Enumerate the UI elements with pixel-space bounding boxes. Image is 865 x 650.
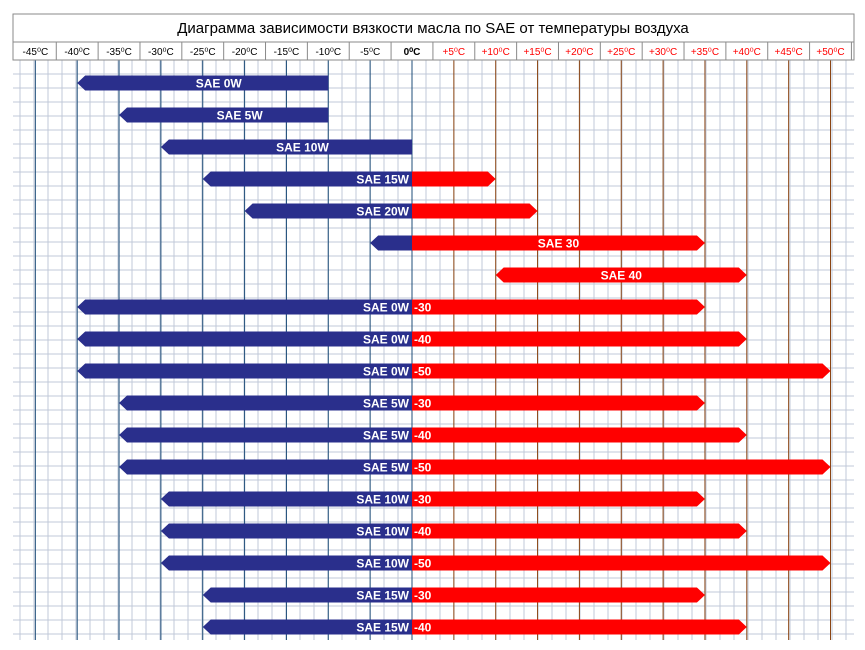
bar-hot-label: -40: [414, 429, 432, 443]
bar-grade-label: SAE 0W: [363, 365, 410, 379]
hot-range-segment: [412, 556, 831, 571]
x-tick-label: 0⁰C: [404, 47, 421, 58]
bar-grade-label: SAE 10W: [356, 557, 409, 571]
x-tick-label: +20⁰C: [565, 47, 593, 58]
hot-range-segment: [412, 364, 831, 379]
bar-hot-label: -40: [414, 333, 432, 347]
hot-range-segment: [412, 172, 496, 187]
bar-grade-label: SAE 30: [538, 237, 580, 251]
bar-grade-label: SAE 20W: [356, 205, 409, 219]
chart-title: Диаграмма зависимости вязкости масла по …: [177, 20, 689, 37]
bar-grade-label: SAE 0W: [363, 301, 410, 315]
bar-hot-label: -30: [414, 589, 432, 603]
x-tick-label: +50⁰C: [816, 47, 844, 58]
bar-grade-label: SAE 5W: [363, 461, 410, 475]
cold-range-segment: [77, 332, 412, 347]
bar-grade-label: SAE 15W: [356, 173, 409, 187]
bar-grade-label: SAE 10W: [276, 141, 329, 155]
viscosity-bar: SAE 5W -30: [119, 396, 705, 411]
viscosity-bar: SAE 15W -30: [203, 588, 705, 603]
hot-range-segment: [412, 204, 538, 219]
hot-range-segment: [412, 620, 747, 635]
viscosity-bar: SAE 40: [496, 268, 747, 283]
viscosity-bar: SAE 10W -30: [161, 492, 705, 507]
header-layer: Диаграмма зависимости вязкости масла по …: [13, 14, 854, 60]
bar-hot-label: -30: [414, 397, 432, 411]
viscosity-bar: SAE 5W: [119, 108, 328, 123]
x-tick-label: -5⁰C: [360, 47, 380, 58]
bar-hot-label: -50: [414, 557, 432, 571]
hot-range-segment: [412, 396, 705, 411]
x-tick-label: -45⁰C: [23, 47, 49, 58]
x-tick-label: -10⁰C: [315, 47, 341, 58]
x-tick-label: -15⁰C: [274, 47, 300, 58]
x-tick-label: -25⁰C: [190, 47, 216, 58]
bar-grade-label: SAE 5W: [363, 429, 410, 443]
bar-hot-label: -50: [414, 365, 432, 379]
x-tick-label: +10⁰C: [482, 47, 510, 58]
viscosity-bar: SAE 10W -40: [161, 524, 747, 539]
bar-hot-label: -40: [414, 621, 432, 635]
x-tick-label: +25⁰C: [607, 47, 635, 58]
viscosity-bar: SAE 5W -40: [119, 428, 747, 443]
hot-range-segment: [412, 492, 705, 507]
bar-grade-label: SAE 5W: [217, 109, 264, 123]
x-tick-label: -35⁰C: [106, 47, 132, 58]
bar-grade-label: SAE 40: [601, 269, 643, 283]
viscosity-bar: SAE 5W -50: [119, 460, 830, 475]
bar-grade-label: SAE 0W: [363, 333, 410, 347]
x-tick-label: +5⁰C: [443, 47, 466, 58]
bar-grade-label: SAE 0W: [196, 77, 243, 91]
viscosity-bar: SAE 0W: [77, 76, 328, 91]
viscosity-bar: SAE 10W: [161, 140, 412, 155]
viscosity-bar: SAE 20W: [245, 204, 538, 219]
bar-hot-label: -30: [414, 493, 432, 507]
x-tick-label: +40⁰C: [733, 47, 761, 58]
x-tick-label: +30⁰C: [649, 47, 677, 58]
x-tick-label: -30⁰C: [148, 47, 174, 58]
viscosity-bar: SAE 0W -50: [77, 364, 830, 379]
tick-header-row: [13, 42, 854, 60]
bar-grade-label: SAE 10W: [356, 525, 409, 539]
cold-range-segment: [370, 236, 412, 251]
viscosity-bar: SAE 10W -50: [161, 556, 831, 571]
hot-range-segment: [412, 428, 747, 443]
x-tick-label: +45⁰C: [775, 47, 803, 58]
hot-range-segment: [412, 332, 747, 347]
viscosity-bar: SAE 30: [370, 236, 705, 251]
viscosity-bar: SAE 15W: [203, 172, 496, 187]
x-tick-label: -20⁰C: [232, 47, 258, 58]
viscosity-bar: SAE 0W -40: [77, 332, 747, 347]
cold-range-segment: [77, 300, 412, 315]
x-tick-label: +35⁰C: [691, 47, 719, 58]
x-tick-label: +15⁰C: [523, 47, 551, 58]
hot-range-segment: [412, 588, 705, 603]
bar-hot-label: -40: [414, 525, 432, 539]
bar-grade-label: SAE 5W: [363, 397, 410, 411]
bar-grade-label: SAE 10W: [356, 493, 409, 507]
hot-range-segment: [412, 300, 705, 315]
bar-grade-label: SAE 15W: [356, 621, 409, 635]
cold-range-segment: [77, 364, 412, 379]
bar-hot-label: -30: [414, 301, 432, 315]
hot-range-segment: [412, 524, 747, 539]
viscosity-bar: SAE 15W -40: [203, 620, 747, 635]
bar-hot-label: -50: [414, 461, 432, 475]
hot-range-segment: [412, 460, 831, 475]
viscosity-bar: SAE 0W -30: [77, 300, 705, 315]
bar-grade-label: SAE 15W: [356, 589, 409, 603]
x-tick-label: -40⁰C: [64, 47, 90, 58]
